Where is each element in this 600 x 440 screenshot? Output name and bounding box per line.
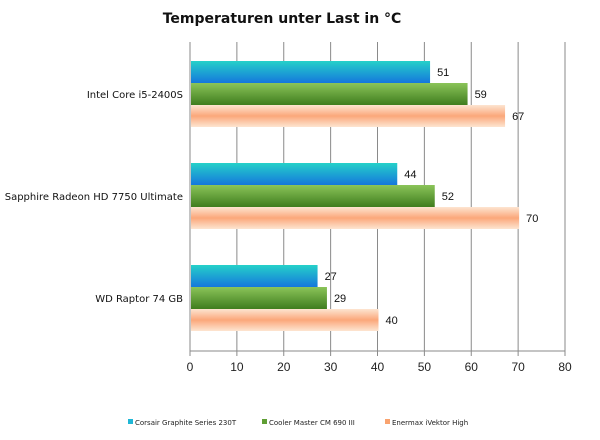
bar [191,83,468,105]
bar [191,61,431,83]
x-tick-label: 60 [465,360,479,374]
legend-label: Corsair Graphite Series 230T [135,419,237,427]
category-label: Intel Core i5-2400S [87,90,183,101]
data-label: 40 [386,315,398,327]
bar [191,163,398,185]
legend-swatch [128,419,133,424]
axis-layer: 0 10 20 30 40 50 60 70 80 Intel Core i5-2400S Sapp… [5,42,572,374]
data-label: 70 [526,213,538,225]
data-label: 44 [404,169,416,181]
data-label: 52 [442,191,454,203]
legend: Corsair Graphite Series 230T Cooler Maste… [128,419,468,427]
x-tick-label: 80 [558,360,572,374]
x-tick-label: 40 [371,360,385,374]
bars-layer: 51 59 67 44 52 70 27 29 40 [191,61,538,331]
bar [191,207,520,229]
x-tick-label: 0 [187,360,194,374]
category-label: WD Raptor 74 GB [95,294,183,305]
data-label: 59 [475,89,487,101]
bar [191,185,435,207]
x-tick-label: 70 [511,360,525,374]
data-label: 67 [512,111,524,123]
x-tick-label: 20 [277,360,291,374]
x-tick-label: 30 [324,360,338,374]
legend-label: Enermax iVektor High [392,419,468,427]
x-tick-label: 10 [230,360,244,374]
bar [191,309,379,331]
category-label: Sapphire Radeon HD 7750 Ultimate [5,192,183,203]
bar [191,105,506,127]
chart-title: Temperaturen unter Last in °C [163,11,402,27]
legend-label: Cooler Master CM 690 III [269,419,355,427]
bar [191,265,318,287]
data-label: 51 [437,67,449,79]
legend-swatch [262,419,267,424]
legend-swatch [385,419,390,424]
bar [191,287,327,309]
data-label: 27 [325,271,337,283]
data-label: 29 [334,293,346,305]
x-tick-label: 50 [418,360,432,374]
